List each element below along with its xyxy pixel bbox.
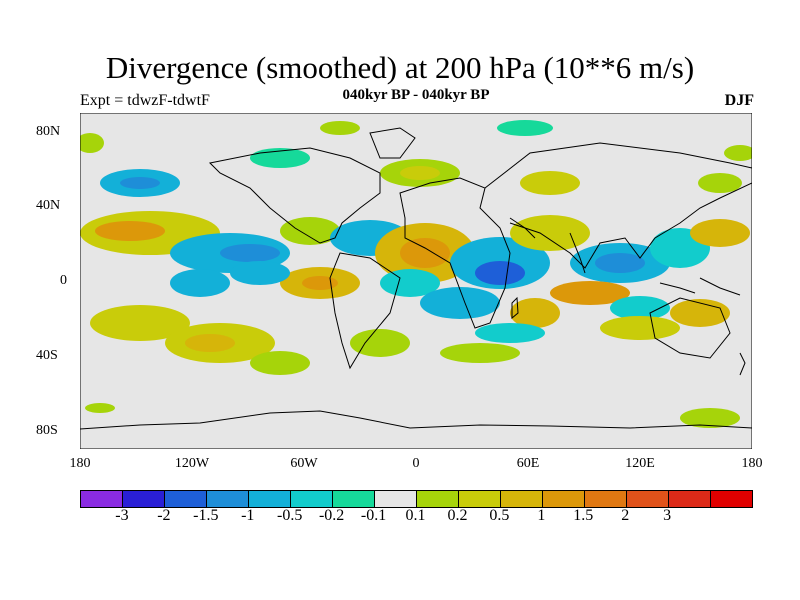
lat-tick-0: 0 — [60, 273, 67, 288]
colorbar-swatch — [291, 491, 333, 507]
colorbar-label: -0.5 — [277, 507, 303, 524]
colorbar-swatch — [459, 491, 501, 507]
map-panel — [80, 113, 752, 449]
colorbar-swatch — [165, 491, 207, 507]
lon-tick-120w: 120W — [174, 456, 210, 471]
colorbar-swatch — [501, 491, 543, 507]
divergence-map — [80, 113, 752, 449]
season-label: DJF — [724, 92, 754, 109]
colorbar-label: -2 — [157, 507, 171, 524]
divergence-contours — [80, 120, 752, 428]
colorbar-label: 3 — [663, 507, 672, 524]
colorbar-swatch — [333, 491, 375, 507]
colorbar-label: -0.1 — [360, 507, 387, 524]
plot-title: Divergence (smoothed) at 200 hPa (10**6 … — [105, 50, 695, 85]
colorbar-label: -1.5 — [193, 507, 219, 524]
colorbar-swatch — [81, 491, 123, 507]
colorbar — [80, 490, 753, 508]
colorbar-swatch — [585, 491, 627, 507]
colorbar-label: 0.1 — [405, 507, 426, 524]
coastlines — [80, 127, 752, 430]
lon-tick-180e: 180 — [741, 456, 763, 471]
lat-tick-40s: 40S — [36, 348, 58, 363]
colorbar-swatch — [627, 491, 669, 507]
colorbar-label: 1 — [537, 507, 546, 524]
colorbar-swatch — [543, 491, 585, 507]
lon-tick-180w: 180 — [69, 456, 91, 471]
colorbar-swatch — [123, 491, 165, 507]
lon-tick-120e: 120E — [625, 456, 655, 471]
lat-tick-80n: 80N — [36, 124, 61, 139]
colorbar-swatch — [375, 491, 417, 507]
colorbar-swatch — [669, 491, 711, 507]
colorbar-label: -1 — [241, 507, 255, 524]
lon-tick-0: 0 — [412, 456, 420, 471]
experiment-label: Expt = tdwzF-tdwtF — [80, 92, 210, 109]
colorbar-swatch — [249, 491, 291, 507]
colorbar-label: 1.5 — [573, 507, 594, 524]
colorbar-swatch — [711, 491, 752, 507]
lon-tick-60e: 60E — [516, 456, 540, 471]
colorbar-swatch — [207, 491, 249, 507]
colorbar-label: 2 — [621, 507, 630, 524]
colorbar-label: -0.2 — [318, 507, 345, 524]
colorbar-label: 0.5 — [489, 507, 510, 524]
lat-tick-80s: 80S — [36, 423, 58, 438]
lon-tick-60w: 60W — [290, 456, 318, 471]
plot-subtitle: 040kyr BP - 040kyr BP — [342, 87, 490, 103]
colorbar-swatch — [417, 491, 459, 507]
colorbar-label: 0.2 — [447, 507, 468, 524]
colorbar-label: -3 — [115, 507, 129, 524]
lat-tick-40n: 40N — [36, 198, 61, 213]
